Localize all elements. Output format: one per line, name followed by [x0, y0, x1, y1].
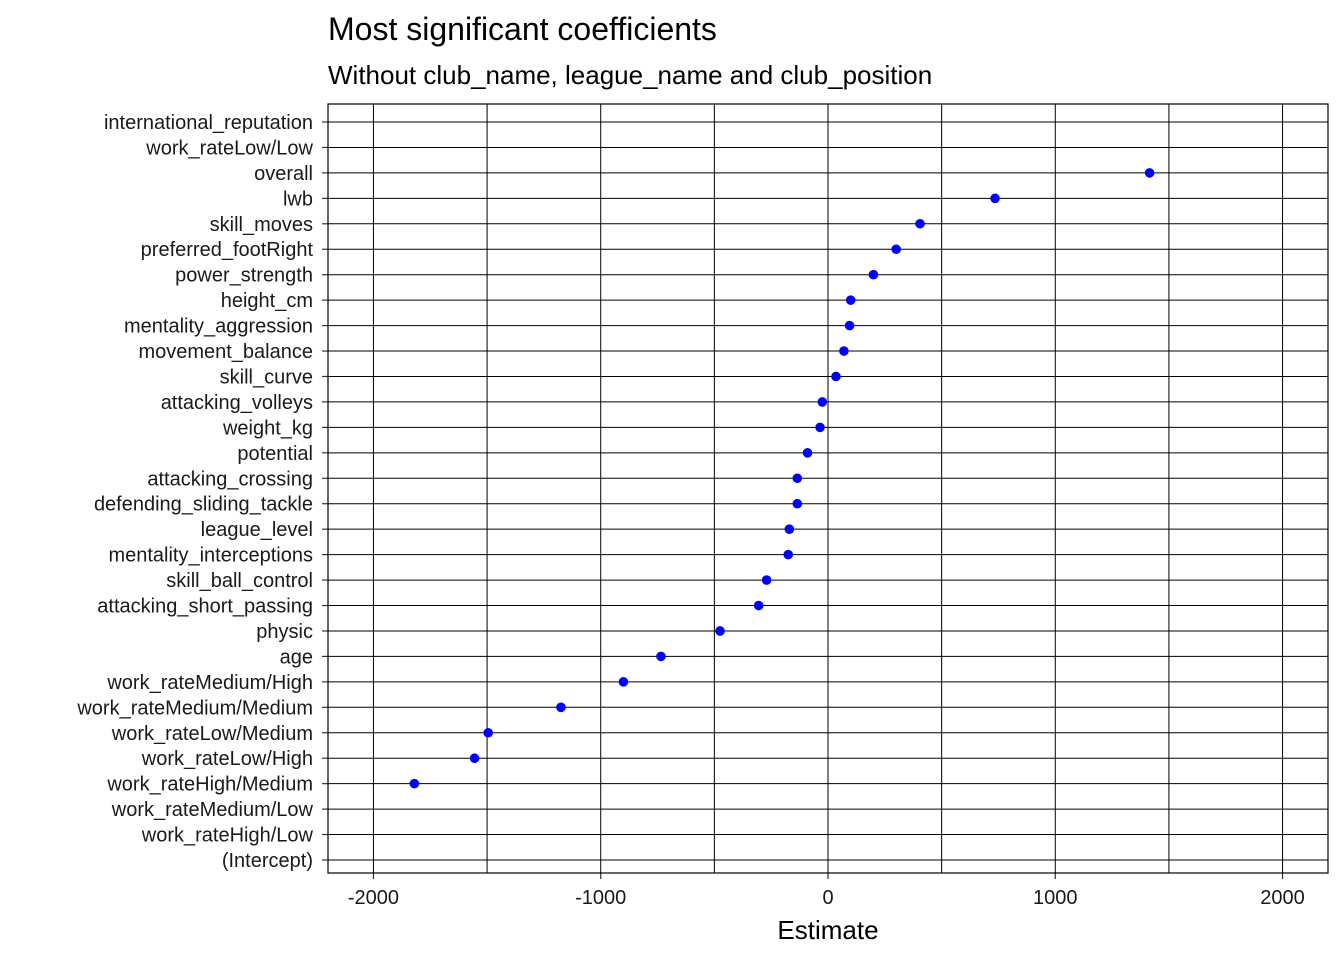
data-points: [409, 168, 1155, 789]
y-tick-label: skill_ball_control: [166, 570, 313, 592]
data-point: [715, 626, 725, 636]
y-tick-label: skill_moves: [210, 214, 313, 236]
x-tick-label: -2000: [348, 887, 399, 909]
y-tick-label: physic: [256, 621, 313, 643]
y-tick-label: work_rateMedium/Medium: [76, 697, 313, 719]
y-tick-label: attacking_volleys: [161, 392, 313, 414]
y-tick-label: skill_curve: [220, 366, 313, 388]
y-tick-label: work_rateLow/Medium: [111, 723, 313, 745]
y-tick-label: league_level: [201, 519, 313, 541]
data-point: [483, 727, 494, 738]
data-point: [990, 193, 1000, 204]
data-point: [784, 524, 795, 534]
data-point: [817, 397, 828, 407]
data-point: [409, 778, 420, 789]
y-tick-label: mentality_interceptions: [108, 545, 313, 567]
data-point: [868, 269, 879, 280]
data-point: [618, 677, 629, 687]
data-point: [831, 371, 841, 382]
data-point: [792, 473, 803, 484]
data-point: [469, 753, 480, 764]
y-tick-label: power_strength: [175, 265, 313, 287]
y-tick-label: work_rateHigh/Low: [141, 825, 314, 847]
data-point: [915, 218, 925, 229]
y-tick-label: height_cm: [221, 290, 313, 312]
data-point: [1144, 168, 1155, 178]
data-point: [891, 244, 901, 255]
data-point: [802, 448, 813, 458]
data-point: [556, 702, 566, 713]
y-tick-label: work_rateHigh/Medium: [106, 774, 313, 796]
data-point: [783, 549, 794, 560]
y-tick-label: mentality_aggression: [124, 316, 313, 338]
y-tick-label: work_rateMedium/High: [106, 672, 313, 694]
y-tick-label: overall: [254, 163, 313, 185]
y-tick-label: lwb: [283, 188, 313, 210]
y-tick-label: movement_balance: [138, 341, 313, 363]
y-tick-label: age: [280, 646, 313, 668]
y-tick-label: preferred_footRight: [141, 239, 314, 261]
y-tick-label: (Intercept): [222, 850, 313, 872]
x-axis-label: Estimate: [777, 915, 878, 945]
y-tick-label: weight_kg: [222, 417, 313, 439]
y-tick-label: work_rateMedium/Low: [111, 799, 314, 821]
x-tick-label: -1000: [575, 887, 626, 909]
data-point: [844, 320, 855, 331]
x-axis: -2000 -1000 0 1000 2000: [348, 873, 1305, 909]
data-point: [792, 498, 803, 509]
x-tick-label: 2000: [1260, 887, 1305, 909]
x-tick-label: 1000: [1033, 887, 1078, 909]
plot-frame: [327, 103, 1329, 874]
y-tick-label: defending_sliding_tackle: [94, 494, 313, 516]
data-point: [761, 575, 772, 585]
y-axis: international_reputation work_rateLow/Low…: [76, 112, 328, 872]
y-tick-label: work_rateLow/High: [141, 748, 313, 770]
data-point: [845, 295, 856, 305]
x-tick-label: 0: [822, 887, 833, 909]
chart-subtitle: Without club_name, league_name and club_…: [328, 60, 932, 90]
data-point: [839, 346, 849, 356]
chart-title: Most significant coefficients: [328, 11, 717, 47]
y-tick-label: attacking_short_passing: [97, 596, 313, 618]
data-point: [753, 600, 764, 611]
data-point: [656, 651, 666, 662]
y-tick-label: attacking_crossing: [147, 468, 313, 490]
y-tick-label: work_rateLow/Low: [145, 137, 313, 159]
y-tick-label: international_reputation: [104, 112, 313, 134]
grid: [328, 104, 1328, 873]
data-point: [815, 422, 825, 433]
y-tick-label: potential: [237, 443, 313, 465]
